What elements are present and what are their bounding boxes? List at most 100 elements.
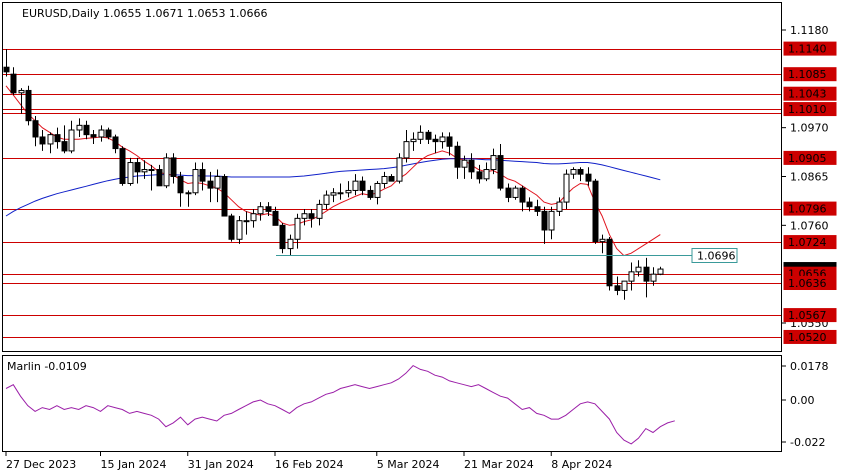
marlin-line <box>5 364 675 445</box>
candle-body <box>119 148 126 184</box>
horizontal-levels[interactable] <box>3 49 781 338</box>
candle-body <box>367 189 374 198</box>
candle-body <box>417 131 424 140</box>
candle-body <box>148 169 155 172</box>
candle-body <box>61 141 68 152</box>
candle-body <box>330 192 337 196</box>
marlin-tick-label: 0.0178 <box>790 360 829 373</box>
candle-body <box>47 134 54 145</box>
candle-body <box>519 187 526 203</box>
candle-body <box>359 180 366 191</box>
candle-body <box>505 187 512 198</box>
candle-body <box>432 138 439 143</box>
level-label-1.1010-box <box>783 102 837 117</box>
level-label-1.0905-box <box>783 150 837 165</box>
candle-body <box>396 157 403 182</box>
level-label-1.1010: 1.1010 <box>788 103 827 116</box>
candle-body <box>476 171 483 180</box>
level-label-1.1043-box <box>783 86 837 101</box>
candle-body <box>541 210 548 231</box>
candle-body <box>439 136 446 143</box>
level-label-1.1085-box <box>783 67 837 82</box>
candle-body <box>265 206 272 212</box>
marlin-tick-label: -0.022 <box>790 436 825 449</box>
candle-body <box>156 169 163 187</box>
candle-body <box>207 180 214 189</box>
level-label-1.0724-box <box>783 235 837 250</box>
level-label-1.0905: 1.0905 <box>788 152 827 165</box>
time-tick-label: 15 Jan 2024 <box>101 458 167 471</box>
candle-body <box>577 169 584 175</box>
candle-body <box>614 285 621 291</box>
candle-body <box>243 220 250 223</box>
candle-body <box>548 210 555 231</box>
candle-body <box>425 131 432 140</box>
level-label-1.0796: 1.0796 <box>788 203 827 216</box>
candle-body <box>39 136 46 145</box>
marked-level-box <box>691 248 738 263</box>
time-tick-label: 5 Mar 2024 <box>377 458 440 471</box>
candle-body <box>177 176 184 194</box>
candle-body <box>454 145 461 168</box>
level-label-1.1043: 1.1043 <box>788 88 827 101</box>
candle-body <box>90 134 97 138</box>
candle-body <box>352 180 359 191</box>
candle-body <box>192 169 199 194</box>
candle-body <box>308 213 315 219</box>
candle-body <box>163 157 170 187</box>
candle-body <box>606 238 613 287</box>
candle-body <box>279 224 286 250</box>
candle-body <box>592 180 599 243</box>
candle-body <box>228 215 235 240</box>
time-tick-label: 8 Apr 2024 <box>551 458 612 471</box>
price-tick-label: 1.0760 <box>790 219 829 232</box>
level-label-1.0636-box <box>783 276 837 291</box>
symbol-title: EURUSD,Daily <box>22 7 100 20</box>
candle-body <box>112 136 119 150</box>
time-tick-label: 16 Feb 2024 <box>275 458 343 471</box>
candle-body <box>526 201 533 208</box>
ohlc-values: 1.0655 1.0671 1.0653 1.0666 <box>103 7 267 20</box>
candle-body <box>105 129 112 138</box>
marlin-indicator <box>5 364 675 445</box>
candle-body <box>250 213 257 222</box>
price-tick-label: 1.0970 <box>790 122 829 135</box>
candle-body <box>388 176 395 182</box>
candle-body <box>272 210 279 226</box>
candle-body <box>18 89 25 94</box>
candle-body <box>170 157 177 177</box>
marlin-label: Marlin -0.0109 <box>7 360 87 373</box>
candle-body <box>141 169 148 173</box>
level-label-1.1085: 1.1085 <box>788 68 827 81</box>
candle-body <box>10 73 17 94</box>
time-tick-label: 31 Jan 2024 <box>188 458 254 471</box>
candle-body <box>490 155 497 171</box>
candle-body <box>257 206 264 215</box>
slow-ma-line <box>5 158 661 217</box>
candle-body <box>294 217 301 240</box>
candle-body <box>483 169 490 180</box>
candle-body <box>54 134 61 143</box>
level-label-1.0520: 1.0520 <box>788 331 827 344</box>
candle-body <box>32 120 39 138</box>
candle-body <box>628 271 635 282</box>
candle-body <box>381 176 388 184</box>
candle-body <box>534 206 541 212</box>
marked-level-line[interactable]: 1.0696 <box>276 248 738 263</box>
candle-body <box>134 162 141 173</box>
candle-body <box>345 189 352 194</box>
candle-body <box>214 176 221 189</box>
marked-level-label: 1.0696 <box>697 250 736 263</box>
candle-body <box>497 155 504 189</box>
time-tick-label: 21 Mar 2024 <box>464 458 534 471</box>
candle-body <box>127 162 134 184</box>
candle-body <box>657 268 664 275</box>
level-label-1.0796-box <box>783 201 837 216</box>
level-label-1.0724: 1.0724 <box>788 236 827 249</box>
marlin-tick-label: 0.00 <box>790 394 815 407</box>
candle-body <box>301 213 308 219</box>
candle-body <box>25 89 32 122</box>
candle-body <box>403 141 410 159</box>
candle-body <box>468 159 475 173</box>
